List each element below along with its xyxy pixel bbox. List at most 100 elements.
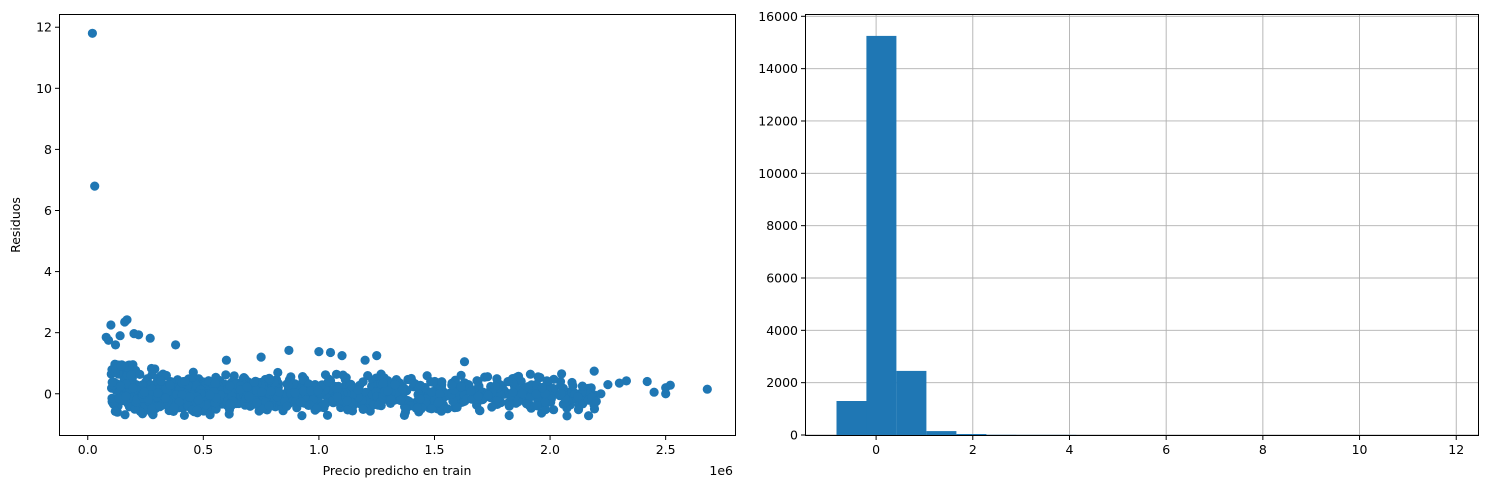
scatter-point: [121, 391, 131, 401]
histogram-axes-frame: [805, 14, 1479, 436]
scatter-point: [360, 355, 370, 365]
scatter-point: [568, 381, 578, 391]
scatter-point: [372, 351, 382, 361]
scatter-point: [177, 390, 187, 400]
scatter-point: [503, 377, 513, 387]
scatter-point: [171, 340, 181, 350]
scatter-point: [363, 371, 373, 381]
scatter-point: [298, 385, 308, 396]
scatter-point: [397, 384, 407, 394]
scatter-point: [193, 395, 204, 405]
scatter-point: [573, 392, 583, 402]
scatter-point: [156, 376, 166, 386]
histogram-x-tick-label: 8: [1259, 442, 1267, 457]
scatter-point: [284, 345, 294, 355]
scatter-point: [459, 357, 470, 367]
scatter-point: [573, 405, 584, 415]
scatter-point: [115, 331, 125, 341]
scatter-point: [456, 382, 466, 392]
scatter-point: [386, 394, 396, 404]
scatter-point: [225, 399, 235, 409]
scatter-point: [661, 389, 671, 399]
scatter-x-tick-label: 0.0: [78, 442, 98, 457]
scatter-point: [466, 386, 476, 396]
histogram-x-tick-label: 6: [1162, 442, 1170, 457]
scatter-point: [249, 377, 259, 387]
scatter-y-tick-label: 10: [36, 81, 52, 96]
scatter-point: [332, 384, 342, 394]
scatter-point: [401, 404, 411, 414]
scatter-x-tick-label: 2.0: [540, 442, 560, 457]
scatter-point: [120, 317, 130, 327]
scatter-point: [517, 388, 527, 399]
scatter-point: [521, 399, 532, 409]
scatter-point: [383, 386, 393, 396]
scatter-point: [426, 387, 437, 397]
scatter-point: [313, 385, 323, 396]
scatter-point: [126, 370, 136, 380]
scatter-point: [331, 369, 342, 379]
scatter-point: [473, 391, 483, 401]
scatter-x-tick-label: 0.5: [193, 442, 213, 457]
histogram-bar: [866, 35, 897, 436]
histogram-y-tick-label: 12000: [758, 113, 798, 128]
scatter-point: [358, 404, 368, 414]
scatter-y-axis-label: Residuos: [8, 197, 23, 253]
histogram-grid: [806, 15, 1478, 436]
scatter-point: [110, 340, 121, 350]
scatter-point: [169, 402, 179, 413]
scatter-point: [290, 388, 300, 398]
scatter-point: [257, 387, 267, 397]
scatter-point: [525, 369, 536, 379]
scatter-y-tick-label: 2: [44, 325, 52, 340]
scatter-point: [134, 330, 144, 340]
histogram-bar: [956, 434, 987, 435]
histogram-y-tick-label: 0: [790, 428, 798, 443]
scatter-point: [415, 394, 425, 404]
scatter-x-ticks: 0.0 0.5 1.0 1.5 2.0 2.5: [78, 435, 676, 457]
scatter-point: [205, 410, 215, 420]
scatter-x-tick-label: 2.5: [656, 442, 676, 457]
scatter-point: [312, 404, 322, 414]
scatter-point: [472, 376, 482, 386]
scatter-plot-panel: 0.0 0.5 1.0 1.5 2.0 2.5 0 2 4 6 8 10 12 Precio pred…: [8, 14, 736, 478]
scatter-point: [492, 374, 502, 384]
scatter-point: [155, 402, 165, 412]
histogram-y-ticks: 0 2000 4000 6000 8000 10000 12000 14000 16000: [758, 9, 806, 443]
scatter-point: [128, 383, 138, 393]
scatter-point: [702, 384, 712, 394]
scatter-point: [110, 406, 120, 416]
scatter-x-tick-label: 1.0: [309, 442, 329, 457]
scatter-y-tick-label: 6: [44, 203, 52, 218]
scatter-point: [596, 389, 606, 399]
scatter-point: [90, 181, 100, 191]
scatter-point: [435, 389, 445, 399]
scatter-point: [434, 397, 444, 407]
scatter-point: [535, 372, 545, 383]
histogram-x-tick-label: 4: [1066, 442, 1074, 457]
histogram-y-tick-label: 6000: [766, 270, 798, 285]
histogram-y-tick-label: 16000: [758, 9, 798, 24]
scatter-point: [504, 410, 514, 421]
scatter-point: [322, 410, 333, 420]
scatter-point: [443, 404, 453, 414]
scatter-point: [323, 377, 333, 387]
scatter-point: [180, 376, 190, 386]
scatter-point: [139, 387, 149, 397]
histogram-x-tick-label: 0: [872, 442, 880, 457]
scatter-point: [483, 390, 493, 400]
histogram-x-ticks: 0 2 4 6 8 10 12: [872, 435, 1464, 457]
scatter-point: [621, 376, 632, 386]
scatter-point: [120, 410, 130, 420]
scatter-point: [396, 395, 406, 405]
scatter-point: [447, 380, 457, 390]
scatter-y-tick-label: 12: [36, 20, 52, 35]
scatter-point: [273, 367, 283, 378]
histogram-y-tick-label: 8000: [766, 218, 798, 233]
scatter-point: [577, 381, 588, 391]
scatter-point: [448, 396, 458, 406]
histogram-y-tick-label: 14000: [758, 61, 798, 76]
scatter-point: [483, 372, 493, 382]
scatter-x-tick-label: 1.5: [425, 442, 445, 457]
